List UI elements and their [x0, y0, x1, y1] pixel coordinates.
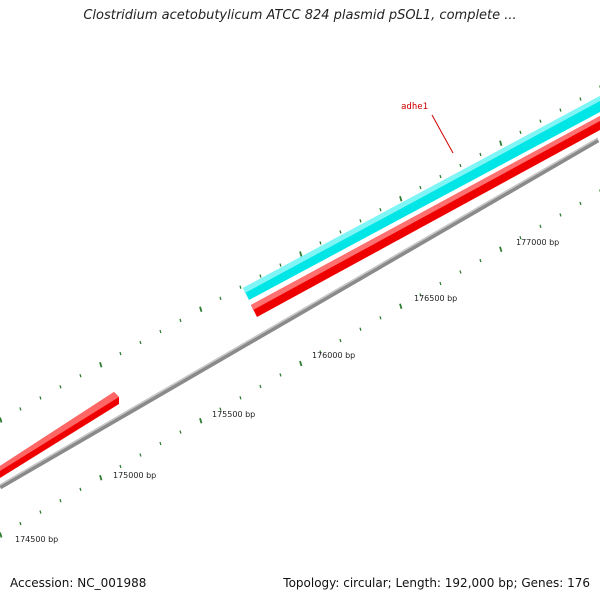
ruler-tick [219, 296, 222, 300]
ruler-tick [299, 360, 303, 367]
ruler-tick [399, 195, 403, 202]
map-summary: Topology: circular; Length: 192,000 bp; … [283, 576, 590, 590]
ruler-tick [579, 97, 582, 101]
gene-label-pointer [431, 114, 454, 154]
ruler-tick [39, 396, 42, 400]
ruler-tick [19, 521, 22, 526]
ruler-tick [259, 384, 262, 389]
ruler-tick [479, 152, 482, 157]
ruler-tick [419, 293, 422, 297]
ruler-tick [479, 258, 482, 263]
ruler-label: 177000 bp [516, 238, 559, 247]
ruler-tick [379, 208, 382, 212]
ruler-tick [0, 532, 3, 538]
ruler-tick [379, 316, 382, 320]
reverse-gene-left-top [0, 392, 119, 471]
accession-label: Accession: NC_001988 [10, 576, 147, 590]
ruler-tick [519, 130, 522, 134]
ruler-tick [239, 396, 242, 400]
ruler-tick [79, 374, 82, 378]
ruler-tick [579, 201, 582, 206]
ruler-tick [119, 351, 122, 356]
ruler-tick [439, 174, 442, 179]
ruler-tick [99, 475, 103, 481]
ruler-tick [59, 385, 62, 389]
ruler-tick [399, 303, 403, 310]
reverse-gene-right-top [251, 116, 600, 310]
ruler-tick [419, 185, 422, 190]
ruler-tick [179, 430, 182, 434]
inner-tick-row [0, 189, 600, 538]
ruler-tick [299, 251, 303, 257]
ruler-tick [499, 140, 503, 147]
ruler-tick [219, 407, 222, 411]
ruler-tick [359, 327, 362, 331]
gene-adhe1-top [243, 96, 600, 293]
ruler-tick [539, 224, 542, 228]
ruler-tick [499, 246, 503, 252]
ruler-tick [199, 306, 203, 313]
ruler-tick [259, 274, 262, 278]
gene-label-adhe1[interactable]: adhe1 [401, 102, 428, 112]
map-title: Clostridium acetobutylicum ATCC 824 plas… [83, 8, 517, 23]
ruler-tick [279, 263, 282, 267]
ruler-tick [19, 407, 22, 411]
ruler-tick [139, 340, 142, 345]
outer-tick-row [0, 85, 600, 423]
ruler-tick [339, 230, 342, 234]
ruler-label: 174500 bp [15, 535, 58, 544]
ruler-tick [179, 318, 182, 323]
ruler-tick [59, 499, 62, 503]
ruler-tick [279, 373, 282, 377]
ruler-tick [39, 510, 42, 514]
ruler-tick [0, 417, 3, 423]
ruler-tick [459, 270, 462, 274]
ruler-tick [99, 361, 103, 368]
ruler-tick [359, 219, 362, 223]
plasmid-backbone [0, 137, 600, 490]
ruler-tick [119, 464, 122, 469]
ruler-label: 176500 bp [414, 294, 457, 303]
ruler-tick [339, 338, 342, 343]
ruler-tick [159, 329, 162, 334]
ruler-tick [159, 441, 162, 446]
ruler-tick [459, 163, 462, 168]
ruler-label: 176000 bp [312, 351, 355, 360]
ruler-tick [139, 453, 142, 457]
ruler-tick [539, 119, 542, 123]
ruler-label: 175000 bp [113, 471, 156, 480]
ruler-tick [559, 213, 562, 217]
ruler-tick [319, 350, 322, 354]
ruler-tick [79, 487, 82, 491]
ruler-tick [519, 236, 522, 240]
ruler-label: 175500 bp [212, 410, 255, 419]
ruler-tick [439, 281, 442, 286]
ruler-tick [199, 417, 203, 424]
ruler-tick [319, 241, 322, 245]
ruler-tick [239, 285, 242, 289]
plasmid-backbone-highlight [0, 137, 599, 486]
ruler-tick [559, 108, 562, 112]
